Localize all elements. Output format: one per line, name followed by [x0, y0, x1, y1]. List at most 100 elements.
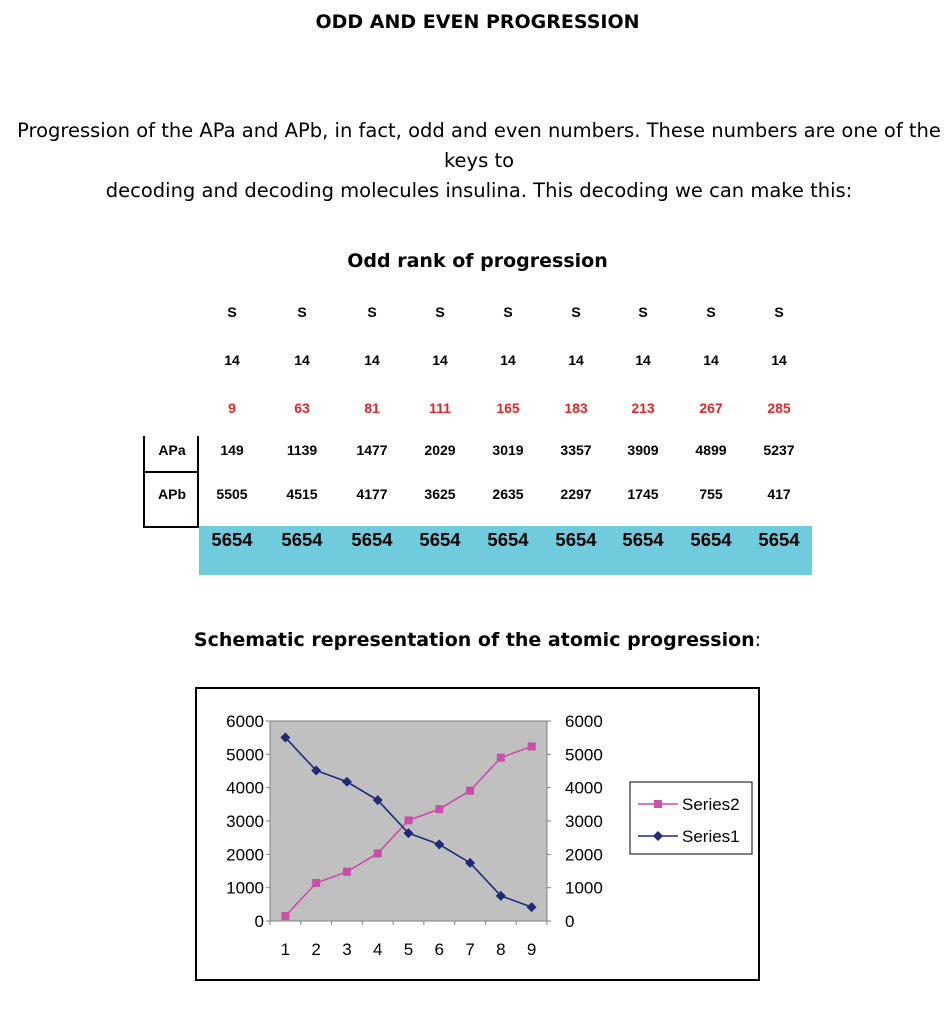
y-tick-label-right: 0 — [565, 912, 574, 931]
legend-box — [629, 781, 753, 855]
y-tick-label-right: 1000 — [565, 879, 603, 898]
table-subtitle: Odd rank of progression — [347, 250, 608, 272]
apb-cell: 4177 — [356, 486, 388, 502]
fourteen-cell: 14 — [568, 352, 584, 368]
y-tick-label-left: 3000 — [226, 812, 264, 831]
sum-cell: 5654 — [758, 529, 800, 550]
sum-cell: 5654 — [690, 529, 732, 550]
s-cell: S — [297, 304, 307, 320]
x-tick-label: 7 — [465, 940, 474, 959]
intro-line-2: decoding and decoding molecules insulina… — [105, 179, 853, 202]
series1-point — [526, 902, 537, 913]
series1-point — [465, 857, 476, 868]
series1-point — [434, 839, 445, 850]
apa-cell: 4899 — [695, 442, 727, 458]
series2-point — [342, 867, 351, 876]
sum-cell: 5654 — [555, 529, 597, 550]
y-tick-label-left: 1000 — [226, 879, 264, 898]
y-tick-label-left: 2000 — [226, 845, 264, 864]
odd-value-cell: 111 — [429, 400, 451, 416]
fourteen-cell: 14 — [500, 352, 516, 368]
s-cell: S — [435, 304, 445, 320]
apb-cell: 2635 — [492, 486, 524, 502]
x-tick-label: 3 — [342, 940, 351, 959]
s-cell: S — [571, 304, 581, 320]
apb-label: APb — [158, 486, 186, 502]
series2-point — [527, 742, 536, 751]
fourteen-cell: 14 — [771, 352, 787, 368]
y-tick-label-right: 3000 — [565, 812, 603, 831]
progression-table: APa APb S S S S S S S S S 14 14 14 14 14 14 14 14 14 9 63 81… — [143, 304, 812, 575]
label-box-divider — [143, 471, 199, 473]
odd-value-cell: 267 — [699, 400, 723, 416]
fourteen-cell: 14 — [364, 352, 380, 368]
x-tick-label: 5 — [404, 940, 413, 959]
sum-cell: 5654 — [487, 529, 529, 550]
series2-point — [466, 786, 475, 795]
s-cell: S — [227, 304, 237, 320]
apb-cell: 5505 — [216, 486, 248, 502]
chart-title-text: Schematic representation of the atomic p… — [193, 629, 755, 651]
fourteen-cell: 14 — [224, 352, 240, 368]
odd-value-cell: 165 — [496, 400, 520, 416]
line-chart: 0 0 1000 1000 2000 2000 3000 3000 4000 4000 5000 50… — [226, 712, 753, 959]
apb-cell: 1745 — [627, 486, 659, 502]
y-tick-label-left: 0 — [255, 912, 264, 931]
sum-cell: 5654 — [211, 529, 253, 550]
odd-value-cell: 183 — [564, 400, 588, 416]
legend-marker-diamond — [653, 831, 663, 841]
series1-point — [280, 732, 291, 743]
s-cell: S — [774, 304, 784, 320]
label-box-bottom-border — [143, 526, 199, 528]
s-cell: S — [503, 304, 513, 320]
apa-cell: 5237 — [763, 442, 795, 458]
apa-cell: 1139 — [286, 442, 318, 458]
series1-point — [372, 795, 383, 806]
legend-marker-square — [654, 800, 662, 808]
document-title: ODD AND EVEN PROGRESSION — [315, 11, 640, 33]
apa-cell: 3019 — [492, 442, 524, 458]
y-tick-label-right: 5000 — [565, 745, 603, 764]
label-box-right-border — [197, 436, 199, 528]
sum-cell: 5654 — [351, 529, 393, 550]
label-box-left-border — [143, 436, 145, 528]
apb-cell: 417 — [767, 486, 791, 502]
s-cell: S — [638, 304, 648, 320]
x-tick-label: 2 — [311, 940, 320, 959]
s-cell: S — [706, 304, 716, 320]
x-tick-label: 8 — [496, 940, 505, 959]
intro-line-1: Progression of the APa and APb, in fact,… — [17, 119, 941, 172]
odd-value-cell: 285 — [767, 400, 791, 416]
series2-point — [312, 879, 321, 888]
series2-point — [404, 816, 413, 825]
sum-cell: 5654 — [419, 529, 461, 550]
fourteen-cell: 14 — [703, 352, 719, 368]
series2-point — [496, 753, 505, 762]
sum-row-background — [199, 526, 812, 575]
series1-point — [311, 765, 322, 776]
series1-point — [403, 828, 414, 839]
series2-point — [435, 805, 444, 814]
series2-point — [281, 912, 290, 921]
apb-cell: 3625 — [424, 486, 456, 502]
sum-cell: 5654 — [281, 529, 323, 550]
series1-point — [495, 890, 506, 901]
x-tick-label: 4 — [373, 940, 382, 959]
apa-cell: 149 — [220, 442, 244, 458]
apa-label: APa — [158, 442, 186, 458]
x-tick-label: 1 — [281, 940, 290, 959]
y-tick-label-left: 5000 — [226, 745, 264, 764]
apa-cell: 3909 — [627, 442, 659, 458]
chart-title-colon: : — [754, 629, 762, 651]
odd-value-cell: 81 — [364, 400, 380, 416]
fourteen-cell: 14 — [294, 352, 310, 368]
series2-point — [373, 849, 382, 858]
odd-value-cell: 63 — [294, 400, 310, 416]
odd-value-cell: 213 — [631, 400, 655, 416]
y-tick-label-right: 2000 — [565, 845, 603, 864]
apb-cell: 4515 — [286, 486, 318, 502]
chart-title: Schematic representation of the atomic p… — [0, 629, 950, 651]
chart-frame: 0 0 1000 1000 2000 2000 3000 3000 4000 4000 5000 50… — [195, 687, 760, 981]
series1-point — [341, 776, 352, 787]
fourteen-cell: 14 — [635, 352, 651, 368]
